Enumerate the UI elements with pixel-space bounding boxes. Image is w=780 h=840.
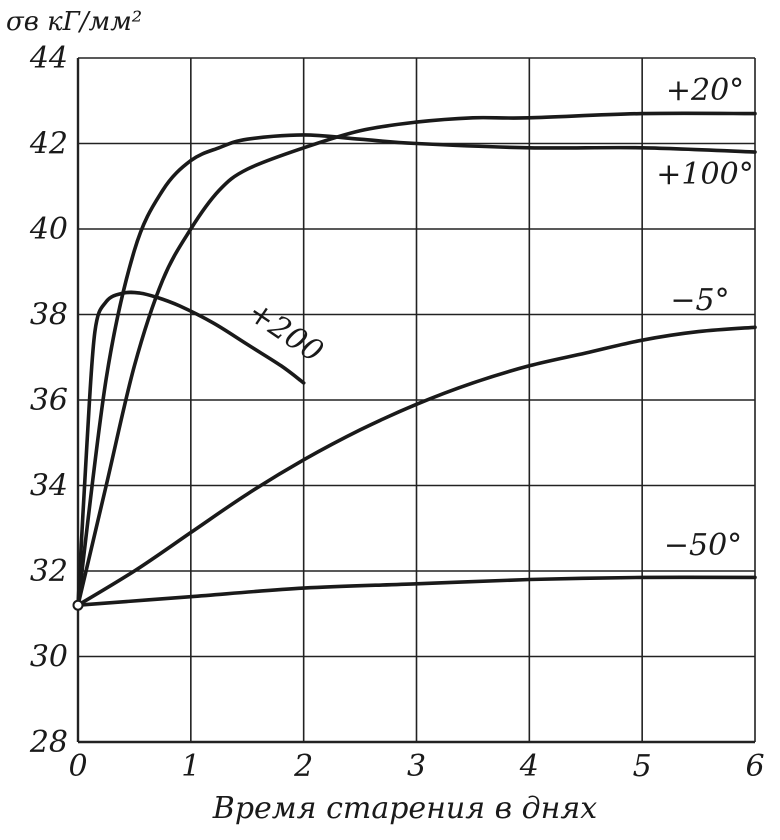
series-line (76, 325, 757, 607)
series-line (76, 575, 757, 607)
series-label: +20° (666, 73, 744, 108)
x-tick-label: 1 (181, 749, 200, 784)
series-label: −50° (664, 528, 742, 563)
series-line (76, 111, 757, 607)
y-tick-label: 36 (30, 383, 68, 418)
y-tick-label: 44 (29, 41, 68, 76)
grid (76, 57, 756, 744)
y-axis-label: σв кГ/мм² (6, 7, 142, 37)
y-tick-label: 28 (29, 725, 68, 760)
y-tick-label: 30 (30, 640, 68, 675)
series-label: −5° (670, 283, 729, 318)
y-tick-label: 34 (30, 469, 68, 504)
x-axis-label: Время старения в днях (212, 791, 597, 826)
y-tick-label: 38 (30, 298, 68, 333)
series-lines (76, 111, 757, 607)
y-tick-label: 40 (29, 212, 68, 247)
series-label: +100° (656, 157, 753, 192)
origin-point (72, 599, 84, 611)
y-tick-label: 42 (29, 127, 68, 162)
x-tick-label: 0 (68, 749, 87, 784)
y-tick-label: 32 (30, 554, 68, 589)
x-tick-label: 3 (407, 749, 426, 784)
x-tick-label: 2 (293, 749, 313, 784)
series-line (76, 133, 757, 607)
x-tick-label: 5 (633, 749, 652, 784)
x-tick-label: 6 (745, 749, 764, 784)
series-label: +200 (241, 295, 329, 370)
series-line (76, 290, 306, 607)
x-tick-label: 4 (519, 749, 539, 784)
